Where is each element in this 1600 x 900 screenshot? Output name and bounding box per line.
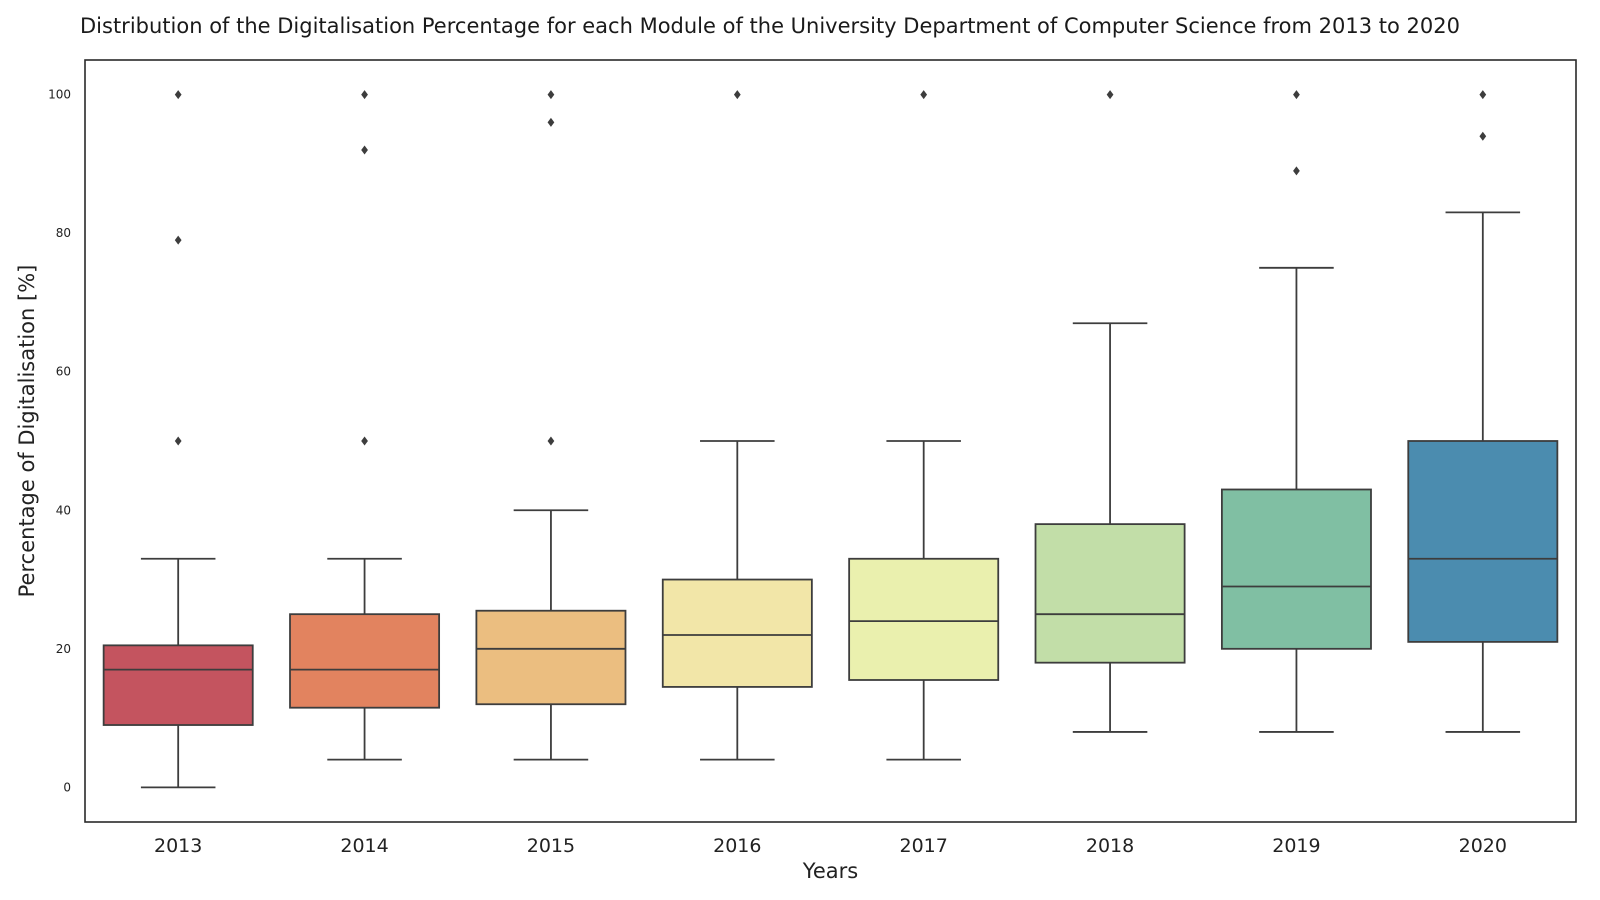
y-tick-label-20: 20 (56, 642, 71, 656)
outlier-2013-50 (174, 436, 182, 446)
x-tick-label-2018: 2018 (1086, 835, 1134, 857)
box-2016 (661, 90, 813, 761)
x-tick-label-2019: 2019 (1272, 835, 1320, 857)
outlier-2014-50 (361, 436, 368, 446)
y-tick-label-40: 40 (56, 503, 71, 517)
x-tick-label-2013: 2013 (154, 835, 202, 857)
x-axis-ticks: 2013 2014 2015 2016 2017 2018 2019 2020 (154, 835, 1507, 857)
box-2013 (102, 90, 254, 789)
iqr-box-2013 (102, 644, 254, 726)
y-tick-label-100: 100 (48, 88, 71, 102)
x-axis-label: Years (802, 859, 858, 883)
box-2015 (475, 90, 627, 761)
outlier-2018-100 (1106, 90, 1114, 100)
iqr-box-2017 (848, 557, 1000, 681)
y-axis-label: Percentage of Digitalisation [%] (15, 265, 39, 598)
y-tick-label-80: 80 (56, 226, 71, 240)
outlier-2020-100 (1479, 90, 1487, 100)
x-tick-label-2014: 2014 (340, 835, 388, 857)
outlier-2015-50 (547, 436, 555, 446)
iqr-box-2019 (1220, 488, 1372, 650)
outlier-2014-100 (361, 90, 368, 100)
y-axis-ticks: 0 20 40 60 80 100 (48, 88, 71, 795)
y-tick-label-60: 60 (56, 365, 71, 379)
box-2017 (848, 90, 1000, 761)
outlier-2014-92 (361, 145, 368, 155)
outlier-2019-100 (1293, 90, 1300, 100)
box-2018 (1034, 90, 1186, 733)
plot-frame (84, 59, 1577, 823)
box-2014 (289, 90, 441, 761)
box-2019 (1220, 90, 1372, 733)
iqr-box-2016 (661, 578, 813, 688)
chart-title: Distribution of the Digitalisation Perce… (80, 14, 1460, 38)
y-tick-label-0: 0 (63, 780, 71, 794)
iqr-box-2015 (475, 609, 627, 706)
iqr-box-2014 (289, 613, 441, 709)
iqr-box-2020 (1407, 440, 1559, 643)
outlier-2020-94 (1479, 131, 1487, 141)
iqr-box-2018 (1034, 523, 1186, 664)
x-tick-label-2017: 2017 (900, 835, 948, 857)
outlier-2013-79 (174, 235, 182, 245)
outlier-2013-100 (174, 90, 182, 100)
outlier-2015-96 (547, 117, 555, 127)
box-series (102, 90, 1559, 789)
box-2020 (1407, 90, 1559, 733)
outlier-2015-100 (547, 90, 555, 100)
x-tick-label-2020: 2020 (1459, 835, 1507, 857)
outlier-2017-100 (920, 90, 928, 100)
x-tick-label-2016: 2016 (713, 835, 761, 857)
x-tick-label-2015: 2015 (527, 835, 575, 857)
outlier-2019-89 (1293, 166, 1300, 176)
outlier-2016-100 (733, 90, 741, 100)
